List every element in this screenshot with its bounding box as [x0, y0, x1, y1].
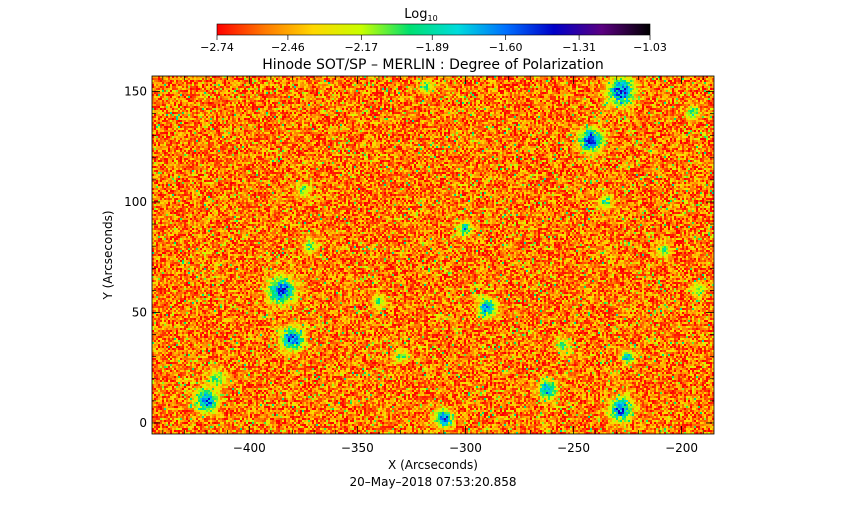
- x-tick-label: −300: [449, 441, 482, 455]
- colorbar-label: Log10: [404, 7, 437, 23]
- colorbar-tick-label: −2.17: [344, 41, 378, 54]
- colorbar-tick-label: −1.31: [562, 41, 596, 54]
- y-tick-label: 50: [132, 305, 147, 319]
- colorbar-gradient: [216, 23, 651, 36]
- chart-title: Hinode SOT/SP – MERLIN : Degree of Polar…: [262, 57, 604, 73]
- x-tick-label: −250: [557, 441, 590, 455]
- x-tick-label: −350: [341, 441, 374, 455]
- colorbar-tick-label: −2.46: [271, 41, 305, 54]
- y-tick-label: 150: [124, 84, 147, 98]
- y-tick-label: 0: [139, 416, 147, 430]
- plot-area: −400 −350 −300 −250 −200 0 50 100 150: [124, 75, 715, 455]
- x-axis-label: X (Arcseconds): [388, 458, 478, 472]
- timestamp-footer: 20–May–2018 07:53:20.858: [349, 475, 516, 489]
- x-tick-label: −400: [233, 441, 266, 455]
- y-axis-ticks: 0 50 100 150: [124, 84, 714, 430]
- y-axis-label: Y (Arcseconds): [101, 210, 115, 300]
- colorbar-tick-label: −1.60: [489, 41, 523, 54]
- heatmap-image: [152, 76, 714, 434]
- plot-frame: [151, 75, 715, 435]
- colorbar: Log10 −2.74 −2.46 −2.17 −1.89 −1.60 −1.31 −1.0…: [200, 7, 667, 54]
- y-tick-label: 100: [124, 195, 147, 209]
- colorbar-tick-label: −2.74: [200, 41, 234, 54]
- colorbar-tick-label: −1.89: [415, 41, 449, 54]
- x-tick-label: −200: [665, 441, 698, 455]
- x-axis-ticks: −400 −350 −300 −250 −200: [162, 76, 704, 455]
- colorbar-ticks: −2.74 −2.46 −2.17 −1.89 −1.60 −1.31 −1.03: [200, 35, 667, 54]
- colorbar-tick-label: −1.03: [633, 41, 667, 54]
